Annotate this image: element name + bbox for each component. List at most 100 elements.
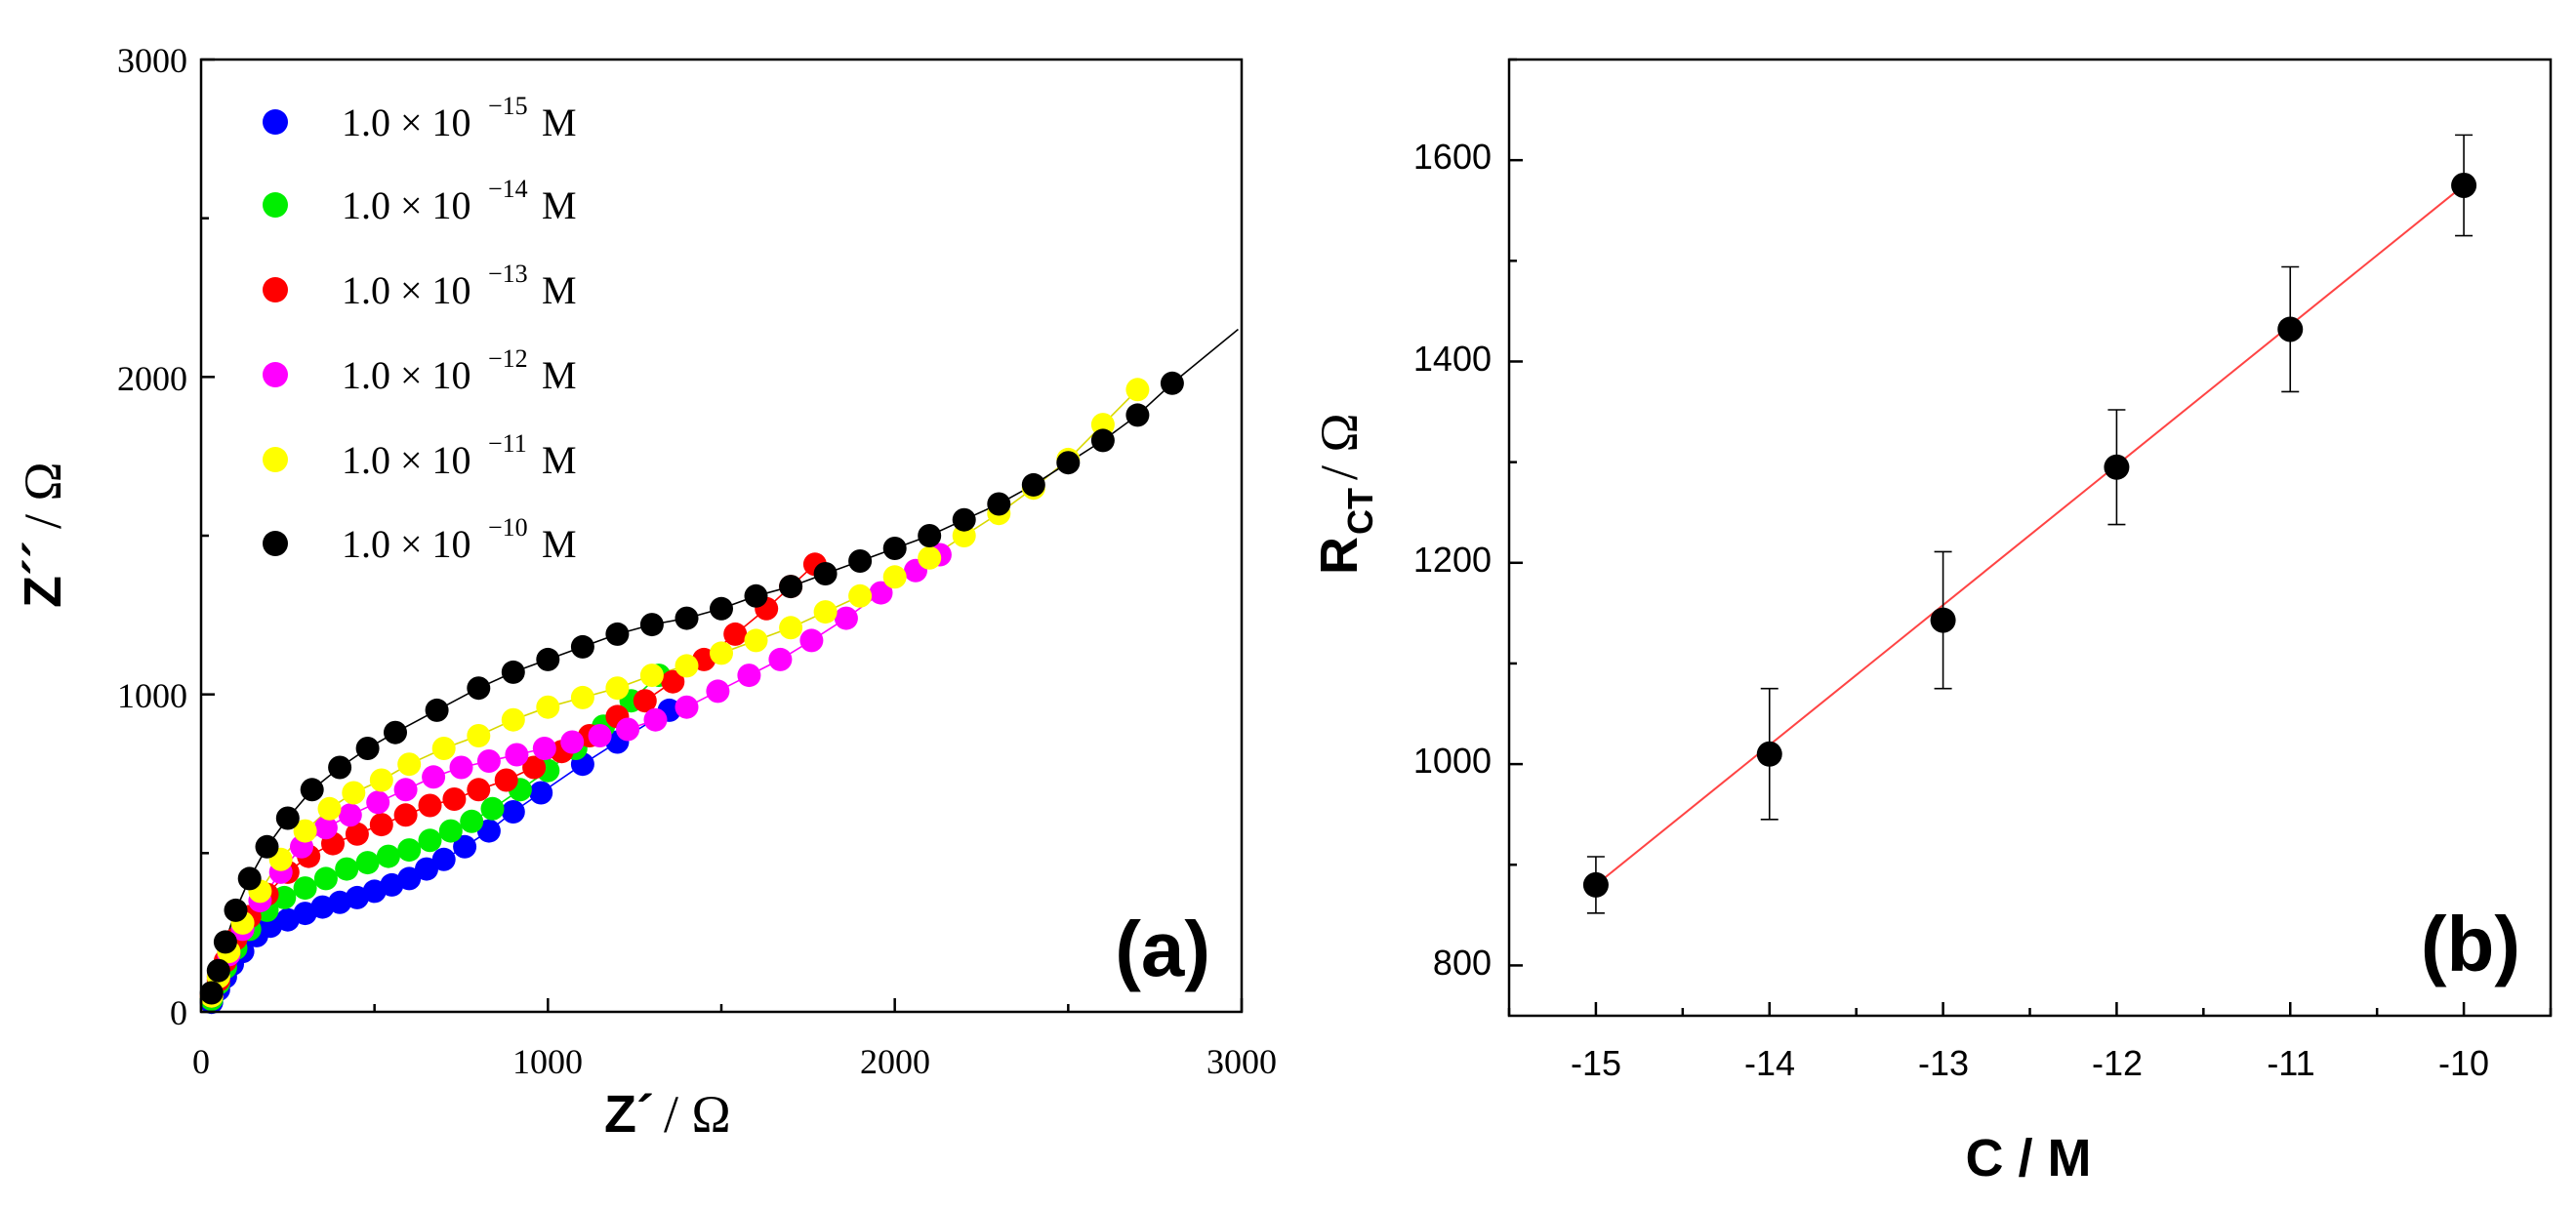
data-point	[1090, 428, 1115, 453]
data-point	[480, 796, 505, 821]
legend-mantissa: 1.0 × 10	[342, 353, 471, 397]
legend-entry: 1.0 × 10 −12 M	[263, 344, 577, 397]
panel-b-y-axis-title: R CT / Ω	[1310, 413, 1380, 575]
data-point	[706, 679, 730, 704]
panel-a-xtick-label: 1000	[512, 1042, 583, 1081]
data-point	[476, 749, 501, 773]
legend-mantissa: 1.0 × 10	[342, 438, 471, 482]
data-point	[431, 737, 456, 760]
data-point	[605, 676, 630, 701]
data-point	[918, 524, 942, 547]
data-point	[275, 806, 300, 830]
data-point	[813, 600, 838, 624]
panel-a-xtick-label: 2000	[860, 1042, 930, 1081]
panel-a-ytick-label: 3000	[117, 41, 187, 80]
y-axis-title-main: R	[1310, 537, 1369, 575]
data-point	[779, 616, 803, 640]
data-point	[768, 647, 793, 671]
legend-marker	[263, 362, 288, 387]
data-point	[342, 781, 366, 805]
panel-a-xtick-label: 3000	[1206, 1042, 1277, 1081]
panel-b-xtick-label: -13	[1918, 1043, 1969, 1083]
panel-b-label: (b)	[2421, 901, 2520, 987]
data-point	[536, 647, 560, 671]
data-point	[449, 755, 473, 780]
legend-unit: M	[542, 268, 577, 312]
panel-b-ytick-label: 1600	[1413, 137, 1492, 177]
data-point	[2104, 454, 2130, 480]
data-point	[675, 695, 699, 719]
panel-a-y-axis-title: Z´´ / Ω	[14, 462, 72, 608]
data-point	[494, 768, 518, 792]
fit-line	[1595, 184, 2465, 886]
data-point	[415, 857, 438, 881]
data-point	[501, 707, 525, 732]
data-point	[328, 755, 352, 780]
data-point	[369, 768, 393, 792]
data-point	[882, 565, 907, 589]
panel-b-xtick-label: -10	[2438, 1043, 2489, 1083]
data-point	[369, 813, 393, 837]
legend-entry: 1.0 × 10 −14 M	[263, 175, 577, 227]
panel-a: 0 1000 2000 3000 0 1000 2000 3000 Z´ / Ω…	[14, 41, 1277, 1144]
data-point	[675, 606, 699, 630]
legend-marker	[263, 531, 288, 556]
legend-exponent: −13	[488, 260, 528, 288]
data-point	[532, 737, 556, 760]
data-point	[918, 545, 942, 570]
data-point	[425, 698, 449, 722]
data-point	[570, 634, 594, 659]
data-point	[255, 834, 279, 859]
data-point	[467, 778, 491, 802]
data-point	[834, 606, 858, 630]
data-point	[366, 790, 390, 815]
data-point	[1930, 607, 1956, 633]
panel-b-xtick-label: -12	[2092, 1043, 2143, 1083]
data-point	[293, 876, 317, 901]
panel-b-xtick-label: -11	[2267, 1043, 2314, 1083]
panel-b: -15 -14 -13 -12 -11 -10 800 1000 1200 14…	[1310, 58, 2553, 1187]
legend-entry: 1.0 × 10 −15 M	[263, 92, 577, 144]
panel-b-xtick-label: -14	[1744, 1043, 1795, 1083]
data-point	[2451, 172, 2477, 198]
data-point	[848, 549, 873, 573]
y-axis-title-unit: / Ω	[1310, 413, 1369, 480]
data-point	[1021, 472, 1045, 497]
data-point	[536, 695, 560, 719]
legend-marker	[263, 109, 288, 135]
data-point	[397, 838, 422, 863]
legend-mantissa: 1.0 × 10	[342, 101, 471, 144]
data-point	[422, 765, 446, 789]
data-point	[476, 819, 501, 843]
data-point	[522, 755, 547, 780]
data-point	[501, 800, 525, 824]
panel-a-ytick-label: 2000	[117, 359, 187, 398]
data-point	[355, 737, 380, 760]
legend-exponent: −12	[488, 344, 528, 373]
data-point	[737, 664, 761, 688]
data-point	[570, 685, 594, 709]
data-point	[335, 857, 359, 881]
data-point	[605, 622, 630, 646]
legend-exponent: −15	[488, 92, 528, 120]
data-point	[2277, 316, 2304, 342]
panel-b-errorbars	[1586, 134, 2474, 914]
data-point	[987, 492, 1011, 516]
data-point	[460, 809, 484, 833]
data-point	[710, 641, 733, 665]
data-point	[317, 796, 342, 821]
x-axis-title-main: Z´	[604, 1085, 654, 1144]
panel-a-ytick-label: 1000	[117, 676, 187, 715]
panel-a-label: (a)	[1115, 905, 1210, 992]
data-point	[313, 816, 338, 840]
data-point	[272, 885, 297, 909]
legend-entry: 1.0 × 10 −13 M	[263, 260, 577, 312]
series-line-extension	[1171, 328, 1239, 384]
panel-a-ticks	[199, 58, 1244, 1014]
data-point	[848, 583, 873, 608]
data-point	[661, 669, 685, 694]
data-point	[1125, 378, 1150, 402]
legend-mantissa: 1.0 × 10	[342, 268, 471, 312]
data-point	[1582, 871, 1609, 898]
legend-entry: 1.0 × 10 −10 M	[263, 513, 577, 566]
